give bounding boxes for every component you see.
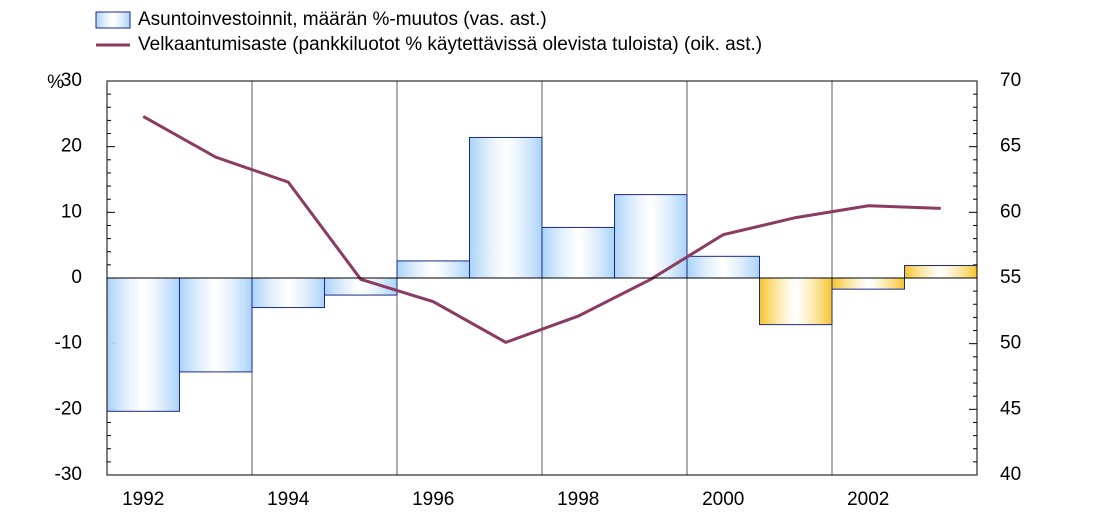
y-tick-label: 20 xyxy=(61,136,82,157)
y-tick-label: -10 xyxy=(55,333,82,354)
line xyxy=(142,115,941,344)
bar xyxy=(251,277,325,309)
x-tick-label: 1994 xyxy=(267,489,310,510)
plot-frame xyxy=(106,80,978,476)
legend-swatch xyxy=(95,11,131,29)
y-tick-label: 10 xyxy=(61,201,82,222)
bar xyxy=(179,277,253,373)
y-axis-label: % xyxy=(47,72,64,93)
y-tick-label: 0 xyxy=(71,267,82,288)
bar xyxy=(831,277,905,290)
y2-tick-label: 45 xyxy=(1000,398,1021,419)
x-tick-label: 2000 xyxy=(702,489,744,510)
bar xyxy=(759,277,833,326)
bar xyxy=(686,255,760,279)
y-tick-label: 30 xyxy=(61,70,82,91)
y-tick-label: -20 xyxy=(55,398,82,419)
x-tick-label: 1992 xyxy=(122,489,164,510)
bar xyxy=(614,194,688,279)
y2-tick-label: 70 xyxy=(1000,70,1021,91)
bar xyxy=(106,277,180,412)
bar xyxy=(904,265,978,279)
x-tick-label: 2002 xyxy=(847,489,889,510)
x-tick-label: 1998 xyxy=(557,489,599,510)
bar xyxy=(469,136,543,279)
y2-tick-label: 65 xyxy=(1000,136,1021,157)
y2-tick-label: 50 xyxy=(1000,333,1021,354)
y2-tick-label: 40 xyxy=(1000,464,1021,485)
y-tick-label: -30 xyxy=(55,464,82,485)
y2-tick-label: 55 xyxy=(1000,267,1021,288)
x-tick-label: 1996 xyxy=(412,489,454,510)
y2-tick-label: 60 xyxy=(1000,201,1021,222)
bar xyxy=(396,260,470,279)
legend-label: Velkaantumisaste (pankkiluotot % käytett… xyxy=(138,34,762,55)
bar xyxy=(541,226,615,279)
legend-label: Asuntoinvestoinnit, määrän %-muutos (vas… xyxy=(138,9,547,30)
